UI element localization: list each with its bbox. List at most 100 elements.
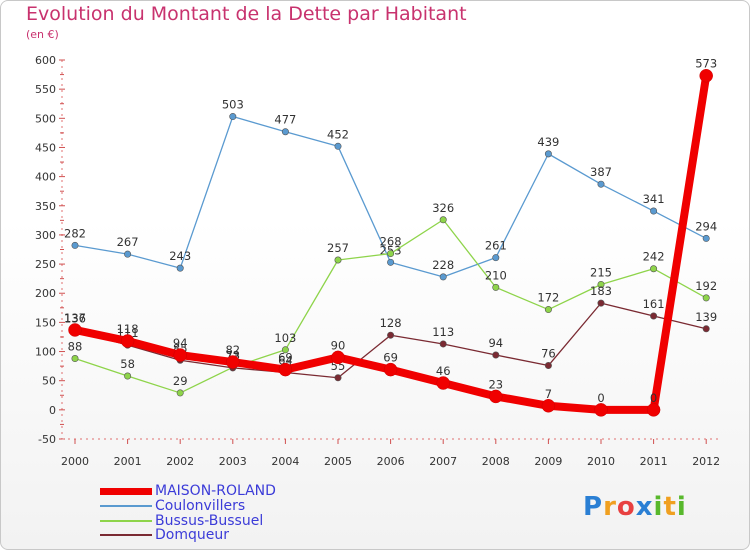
data-point-coulonvillers (439, 273, 447, 281)
x-tick-label: 2008 (482, 455, 510, 468)
data-label-bussus-bussuel: 192 (695, 279, 717, 293)
chart-unit: (en €) (26, 28, 59, 41)
data-label-bussus-bussuel: 210 (485, 268, 507, 282)
data-label-domqueur: 76 (541, 347, 556, 361)
data-point-domqueur (387, 331, 395, 339)
data-point-domqueur (702, 325, 710, 333)
data-point-coulonvillers (492, 254, 500, 262)
data-point-coulonvillers (334, 142, 342, 150)
data-point-coulonvillers (281, 128, 289, 136)
data-point-coulonvillers (124, 250, 132, 258)
data-label-coulonvillers: 477 (274, 113, 296, 127)
data-label-bussus-bussuel: 29 (173, 374, 188, 388)
data-point-bussus-bussuel (281, 346, 289, 354)
logo-letter: r (603, 492, 617, 522)
y-tick-label: 450 (35, 141, 56, 154)
data-point-maison-roland (541, 399, 556, 413)
data-label-bussus-bussuel: 88 (68, 340, 83, 354)
chart-title: Evolution du Montant de la Dette par Hab… (26, 3, 467, 25)
data-label-coulonvillers: 341 (643, 192, 665, 206)
legend-label-coulonvillers: Coulonvillers (155, 498, 246, 514)
data-point-bussus-bussuel (650, 265, 658, 273)
data-label-bussus-bussuel: 257 (327, 241, 349, 255)
data-point-bussus-bussuel (702, 294, 710, 302)
data-label-coulonvillers: 294 (695, 219, 717, 233)
x-tick-label: 2009 (534, 455, 562, 468)
data-point-bussus-bussuel (439, 216, 447, 224)
data-point-coulonvillers (176, 264, 184, 272)
data-label-domqueur: 128 (380, 316, 402, 330)
x-tick-label: 2007 (429, 455, 457, 468)
data-label-domqueur: 136 (64, 312, 86, 326)
y-tick-label: 300 (35, 229, 56, 242)
x-tick-label: 2006 (377, 455, 405, 468)
data-label-bussus-bussuel: 215 (590, 265, 612, 279)
data-point-maison-roland (646, 403, 661, 417)
legend-swatch-bussus-bussuel (100, 520, 152, 522)
legend-label-bussus-bussuel: Bussus-Bussuel (155, 513, 264, 529)
data-point-domqueur (544, 362, 552, 370)
data-label-maison-roland: 23 (488, 377, 503, 391)
x-tick-label: 2005 (324, 455, 352, 468)
logo-letter: i (676, 492, 687, 522)
data-label-maison-roland: 0 (650, 391, 657, 405)
data-point-coulonvillers (387, 258, 395, 266)
data-point-maison-roland (436, 376, 450, 390)
x-tick-label: 2001 (114, 455, 142, 468)
data-point-coulonvillers (597, 180, 605, 188)
logo-letter: P (583, 492, 604, 522)
data-point-maison-roland (331, 350, 345, 365)
data-label-domqueur: 94 (488, 336, 503, 350)
data-point-coulonvillers (229, 113, 237, 121)
data-label-bussus-bussuel: 58 (120, 357, 135, 371)
data-point-domqueur (492, 351, 500, 359)
y-tick-label: 350 (35, 200, 56, 213)
x-tick-label: 2004 (271, 455, 299, 468)
data-label-bussus-bussuel: 103 (274, 331, 296, 345)
y-tick-label: 600 (35, 54, 56, 67)
x-tick-label: 2003 (219, 455, 247, 468)
data-point-bussus-bussuel (597, 280, 605, 288)
data-label-maison-roland: 7 (545, 387, 552, 401)
data-point-bussus-bussuel (71, 355, 79, 363)
x-tick-label: 2010 (587, 455, 615, 468)
data-label-coulonvillers: 452 (327, 127, 349, 141)
legend-swatch-maison-roland (100, 488, 152, 495)
data-point-domqueur (597, 299, 605, 307)
data-point-maison-roland (173, 348, 187, 362)
data-label-maison-roland: 90 (331, 338, 346, 352)
data-point-domqueur (439, 340, 447, 348)
data-label-maison-roland: 69 (383, 351, 398, 365)
y-tick-label: 150 (35, 316, 56, 329)
data-point-domqueur (650, 312, 658, 320)
data-point-maison-roland (383, 362, 398, 377)
data-label-coulonvillers: 439 (537, 135, 559, 149)
y-tick-label: 550 (35, 83, 56, 96)
data-label-maison-roland: 118 (117, 322, 139, 336)
legend-label-domqueur: Domqueur (155, 527, 229, 543)
data-label-domqueur: 139 (695, 310, 717, 324)
logo-letter: t (663, 492, 677, 522)
data-label-bussus-bussuel: 242 (643, 250, 665, 264)
data-label-bussus-bussuel: 172 (537, 291, 559, 305)
data-point-bussus-bussuel (492, 283, 500, 291)
data-label-maison-roland: 69 (278, 351, 293, 365)
data-point-maison-roland (226, 355, 240, 369)
data-point-bussus-bussuel (387, 250, 395, 258)
proxiti-logo: Proxiti (583, 492, 687, 522)
data-label-coulonvillers: 267 (117, 235, 139, 249)
logo-letter: o (616, 492, 636, 522)
data-label-maison-roland: 94 (173, 336, 188, 350)
logo-letter: x (635, 492, 654, 522)
data-point-domqueur (334, 374, 342, 382)
logo-letter: i (653, 492, 664, 522)
data-label-bussus-bussuel: 326 (432, 201, 454, 215)
y-tick-label: 400 (35, 171, 56, 184)
data-point-maison-roland (594, 403, 608, 417)
data-label-domqueur: 183 (590, 284, 612, 298)
data-label-domqueur: 161 (643, 297, 665, 311)
data-point-bussus-bussuel (334, 256, 342, 264)
y-tick-label: -50 (38, 433, 56, 446)
data-point-coulonvillers (650, 207, 658, 215)
y-tick-label: 100 (35, 346, 56, 359)
